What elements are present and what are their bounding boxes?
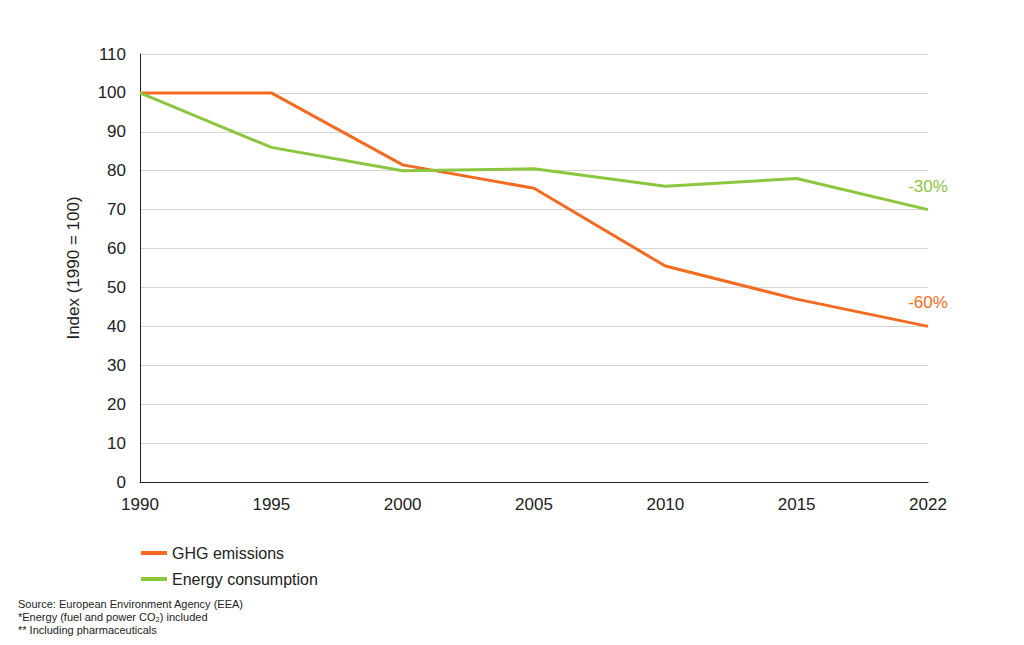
svg-text:-60%: -60% bbox=[908, 293, 948, 312]
svg-text:10: 10 bbox=[107, 434, 126, 453]
svg-text:30: 30 bbox=[107, 356, 126, 375]
svg-text:110: 110 bbox=[99, 45, 126, 64]
svg-text:50: 50 bbox=[107, 278, 126, 297]
svg-text:2022: 2022 bbox=[909, 495, 947, 514]
svg-text:20: 20 bbox=[107, 395, 126, 414]
svg-text:80: 80 bbox=[107, 161, 126, 180]
svg-text:0: 0 bbox=[117, 473, 126, 492]
svg-text:2000: 2000 bbox=[384, 495, 422, 514]
svg-text:Index (1990 = 100): Index (1990 = 100) bbox=[64, 196, 83, 339]
svg-text:70: 70 bbox=[107, 200, 126, 219]
svg-text:GHG emissions: GHG emissions bbox=[172, 545, 284, 562]
svg-text:2005: 2005 bbox=[515, 495, 553, 514]
svg-text:Energy consumption: Energy consumption bbox=[172, 571, 318, 588]
svg-text:** Including pharmaceuticals: ** Including pharmaceuticals bbox=[18, 624, 157, 636]
svg-text:*Energy (fuel and power CO₂) i: *Energy (fuel and power CO₂) included bbox=[18, 611, 208, 623]
svg-text:Source: European Environment A: Source: European Environment Agency (EEA… bbox=[18, 598, 243, 610]
svg-text:2015: 2015 bbox=[778, 495, 816, 514]
svg-text:2010: 2010 bbox=[646, 495, 684, 514]
svg-text:100: 100 bbox=[98, 83, 126, 102]
svg-text:1990: 1990 bbox=[121, 495, 159, 514]
svg-text:-30%: -30% bbox=[908, 177, 948, 196]
svg-text:1995: 1995 bbox=[252, 495, 290, 514]
svg-text:40: 40 bbox=[107, 317, 126, 336]
svg-text:60: 60 bbox=[107, 239, 126, 258]
svg-text:90: 90 bbox=[107, 122, 126, 141]
